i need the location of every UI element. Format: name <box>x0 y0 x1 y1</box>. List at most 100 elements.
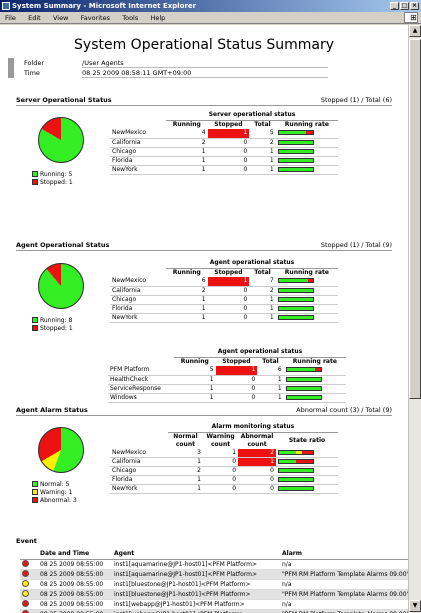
status-row: Windows 1 0 1 <box>108 393 346 403</box>
server-section-title: Server Operational Status <box>16 96 112 104</box>
legend-stopped-label: Stopped: 1 <box>40 325 73 332</box>
row-name: Chicago <box>110 295 166 305</box>
col-total: Total <box>262 357 279 365</box>
yellow-swatch <box>32 489 38 495</box>
col-stopped: Stopped <box>222 357 251 365</box>
folder-value: /User Agents <box>82 59 124 67</box>
row-name: Chicago <box>110 147 166 157</box>
scroll-down-button[interactable]: ▼ <box>409 600 421 612</box>
stopped-count: 0 <box>207 286 250 296</box>
running-count: 2 <box>166 138 208 148</box>
normal-count: 1 <box>167 457 203 467</box>
divider <box>82 67 328 68</box>
time-label: Time <box>24 69 40 77</box>
menu-view[interactable]: View <box>52 14 69 22</box>
event-icon-cell <box>20 589 38 600</box>
menu-edit[interactable]: Edit <box>28 14 41 22</box>
menu-tools[interactable]: Tools <box>122 14 139 22</box>
running-rate-cell <box>275 304 338 314</box>
agent-platform-status-table: Agent operational status Running Stopped To… <box>108 348 346 403</box>
meta-bar <box>8 58 14 68</box>
abnormal-count: 2 <box>238 448 276 458</box>
table-corner <box>108 357 174 366</box>
table-corner <box>108 348 174 357</box>
stopped-count: 0 <box>207 295 250 305</box>
stopped-count: 0 <box>215 393 258 403</box>
warning-portion <box>295 450 302 454</box>
row-name: NewMexico <box>110 129 166 139</box>
row-name: Florida <box>110 475 168 485</box>
status-row: Chicago 1 0 1 <box>110 147 338 157</box>
event-icon-cell <box>20 579 38 590</box>
maximize-button[interactable]: □ <box>400 2 409 10</box>
table-corner <box>110 432 168 449</box>
event-row[interactable]: 08 25 2009 08:55:00 inst1[aquamarine@JP1-… <box>20 569 408 580</box>
running-rate-cell <box>275 129 338 139</box>
event-icon-cell <box>20 559 38 570</box>
vertical-scrollbar[interactable]: ▲ ▼ <box>408 25 421 613</box>
running-rate-bar <box>277 139 314 145</box>
server-stopped-count: Stopped (1) <box>320 96 360 104</box>
window-titlebar: System Summary - Microsoft Internet Expl… <box>0 0 421 12</box>
scroll-thumb[interactable] <box>409 39 421 399</box>
stopped-count: 0 <box>215 384 258 394</box>
total-count: 1 <box>249 147 276 157</box>
running-rate-bar <box>285 385 322 391</box>
warning-count: 0 <box>202 484 239 494</box>
scroll-up-button[interactable]: ▲ <box>409 25 421 37</box>
col-abnormal: Abnormal count <box>240 432 274 448</box>
total-count: 2 <box>249 286 276 296</box>
event-row[interactable]: 08 25 2009 08:55:00inst1[webapp@JP1-host… <box>20 609 408 613</box>
warning-icon <box>22 589 29 597</box>
col-alarm: Alarm <box>280 549 408 560</box>
abnormal-count: 1 <box>238 457 276 467</box>
window-title: System Summary - Microsoft Internet Expl… <box>12 2 197 10</box>
running-rate-cell <box>275 138 338 148</box>
abnormal-count: 0 <box>238 466 276 476</box>
stopped-portion <box>307 279 313 283</box>
event-alarm: n/a <box>280 599 408 610</box>
red-swatch <box>32 325 38 331</box>
alarm-row: NewMexico 3 1 2 <box>110 448 338 458</box>
col-stopped: Stopped <box>214 120 243 128</box>
agent-total-count: Total (9) <box>365 241 392 249</box>
menu-help[interactable]: Help <box>150 14 166 22</box>
event-time: 08 25 2009 08:55:00 <box>38 589 112 600</box>
state-ratio-cell <box>275 466 338 476</box>
event-alarm: "PFM RM Platform Template Alarms 09.00" <box>280 589 408 600</box>
col-stopped: Stopped <box>214 268 243 276</box>
agent-section-title: Agent Operational Status <box>16 241 110 249</box>
row-name: California <box>110 138 166 148</box>
stopped-count: 0 <box>207 313 250 323</box>
menu-file[interactable]: File <box>5 14 16 22</box>
row-name: ServiceResponse <box>108 384 174 394</box>
abnormal-icon <box>22 559 29 567</box>
table-corner <box>110 120 166 129</box>
stopped-count: 0 <box>215 375 258 385</box>
running-rate-cell <box>275 295 338 305</box>
green-swatch <box>32 171 38 177</box>
normal-count: 1 <box>167 484 203 494</box>
total-count: 1 <box>249 313 276 323</box>
event-row[interactable]: 08 25 2009 08:55:00 inst1[aquamarine@JP1-… <box>20 559 408 570</box>
close-button[interactable]: × <box>410 2 419 10</box>
event-agent: inst1[aquamarine@JP1-host01]<PFM Platfor… <box>112 569 280 580</box>
running-rate-bar <box>277 296 314 302</box>
agent-summary: Stopped (1) / Total (9) <box>321 240 392 250</box>
col-total: Total <box>254 268 271 276</box>
status-row: NewMexico 6 1 7 <box>110 277 338 287</box>
event-row[interactable]: 08 25 2009 08:55:00 inst1[bluestone@JP1-h… <box>20 579 408 590</box>
minimize-button[interactable]: _ <box>390 2 399 10</box>
event-icon-col <box>20 549 38 560</box>
total-count: 1 <box>257 393 284 403</box>
legend-running-label: Running: 5 <box>40 171 73 178</box>
time-row: Time 08 25 2009 08:58:11 GMT+09:00 <box>8 68 328 78</box>
menu-bar: File Edit View Favorites Tools Help ⊞ <box>0 12 421 24</box>
running-rate-bar <box>277 287 314 293</box>
event-row[interactable]: 08 25 2009 08:55:00 inst1[bluestone@JP1-h… <box>20 589 408 600</box>
server-section-header: Server Operational Status Stopped (1) / … <box>16 95 392 106</box>
menu-favorites[interactable]: Favorites <box>80 14 110 22</box>
alarm-row: California 1 0 1 <box>110 457 338 467</box>
table-corner <box>110 259 166 268</box>
